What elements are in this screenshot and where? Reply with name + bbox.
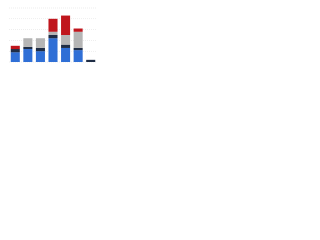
bar-segment: [48, 31, 58, 35]
bar-segment: [48, 18, 58, 32]
bar-segment: [73, 28, 83, 32]
bar-segment: [23, 46, 33, 50]
bar-segment: [35, 38, 45, 48]
bar-segment: [73, 50, 83, 62]
bar-segment: [35, 51, 45, 62]
bar-segment: [35, 47, 45, 52]
bar-segment: [86, 59, 96, 62]
bar-segment: [61, 47, 71, 62]
bar-segment: [73, 47, 83, 51]
bar-segment: [61, 35, 71, 45]
bar-segment: [61, 15, 71, 35]
bar-segment: [10, 49, 20, 53]
bar-segment: [48, 38, 58, 62]
bar-segment: [23, 38, 33, 47]
bar-segment: [23, 49, 33, 62]
bar-segment: [48, 35, 58, 39]
bar-segment: [10, 52, 20, 62]
chart: [9, 7, 97, 63]
bar-segment: [10, 45, 20, 50]
bar-segment: [61, 44, 71, 48]
bar-segment: [73, 31, 83, 48]
